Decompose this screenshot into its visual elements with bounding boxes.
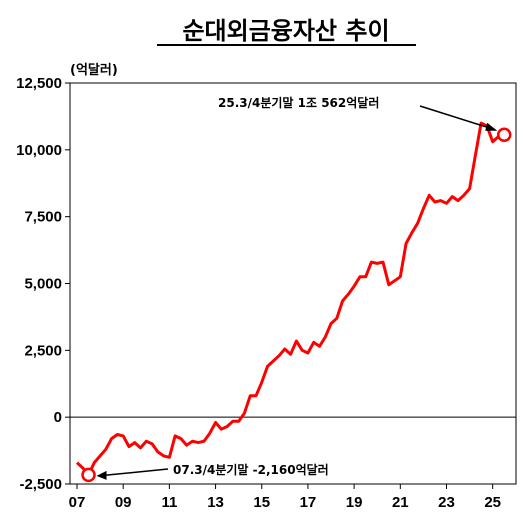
y-tick-label: 7,500 bbox=[24, 209, 62, 226]
x-tick-label: 19 bbox=[346, 494, 363, 511]
x-tick-label: 17 bbox=[300, 494, 317, 511]
chart-title: 순대외금융자산 추이 bbox=[182, 17, 389, 45]
plot-area bbox=[69, 82, 517, 485]
x-tick-label: 11 bbox=[161, 494, 177, 511]
x-tick-label: 15 bbox=[253, 494, 270, 511]
y-tick-label: 12,500 bbox=[16, 75, 62, 92]
unit-label: (억달러) bbox=[70, 62, 118, 78]
highlight-marker bbox=[496, 127, 512, 143]
annotation-arrow bbox=[419, 105, 496, 131]
x-tick-label: 23 bbox=[438, 494, 455, 511]
annotation-label: 25.3/4분기말 1조 562억달러 bbox=[218, 95, 379, 110]
x-axis-ticks: 07 09 11 13 15 17 19 21 23 25 bbox=[69, 484, 501, 511]
x-tick-label: 25 bbox=[484, 494, 501, 511]
x-tick-label: 21 bbox=[392, 494, 409, 511]
series-group bbox=[75, 121, 505, 477]
y-tick-label: -2,500 bbox=[19, 476, 62, 493]
series-line bbox=[75, 121, 505, 477]
highlight-marker bbox=[81, 467, 96, 483]
x-tick-label: 09 bbox=[115, 494, 132, 511]
arrowhead bbox=[96, 470, 107, 480]
y-axis-ticks: 12,500 10,000 7,500 5,000 2,500 0 -2,500 bbox=[16, 75, 70, 493]
annotation-label: 07.3/4분기말 -2,160억달러 bbox=[173, 462, 329, 477]
arrowhead bbox=[485, 122, 498, 131]
x-tick-label: 13 bbox=[207, 494, 224, 511]
y-tick-label: 0 bbox=[54, 409, 62, 426]
y-tick-label: 5,000 bbox=[24, 276, 62, 293]
x-tick-label: 07 bbox=[69, 494, 86, 511]
y-tick-label: 2,500 bbox=[24, 342, 62, 359]
annotations: 25.3/4분기말 1조 562억달러 07.3/4분기말 -2,160억달러 bbox=[81, 95, 512, 483]
y-tick-label: 10,000 bbox=[16, 142, 62, 159]
annotation-arrow bbox=[98, 468, 169, 477]
